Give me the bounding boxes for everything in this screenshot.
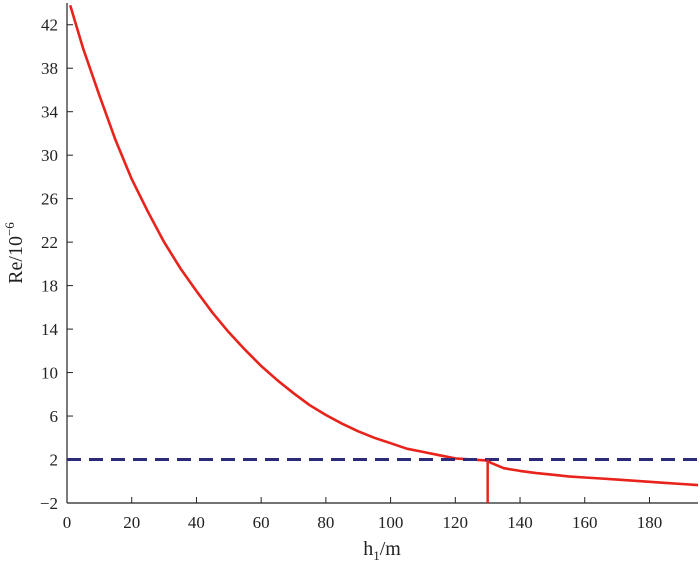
- x-tick-label: 180: [637, 513, 663, 532]
- y-tick-label: 14: [41, 320, 59, 339]
- x-tick-label: 80: [317, 513, 334, 532]
- x-tick-label: 0: [63, 513, 72, 532]
- y-tick-label: 22: [41, 233, 58, 252]
- x-axis: 0 20 40 60 80 100 120 140 160 180: [63, 497, 662, 532]
- y-tick-label: 2: [50, 451, 59, 470]
- series-group: [68, 4, 699, 487]
- plot-frame: [66, 3, 698, 504]
- y-tick-label: 34: [41, 103, 59, 122]
- y-axis-label: Re/10−6: [2, 222, 27, 284]
- x-tick-label: 60: [253, 513, 270, 532]
- y-tick-label: 10: [41, 364, 58, 383]
- x-tick-label: 120: [443, 513, 469, 532]
- x-axis-label-subscript: 1: [373, 548, 380, 563]
- y-tick-label: 6: [50, 407, 59, 426]
- x-tick-label: 160: [572, 513, 598, 532]
- y-tick-label: −2: [40, 494, 58, 513]
- x-tick-label: 140: [507, 513, 533, 532]
- y-tick-label: 30: [41, 146, 58, 165]
- reference-lines: [67, 458, 698, 503]
- y-tick-label: 42: [41, 16, 58, 35]
- y-axis-label-main: Re/10: [5, 236, 27, 284]
- x-tick-label: 20: [123, 513, 140, 532]
- y-axis-label-superscript: −6: [2, 222, 17, 236]
- y-tick-label: 38: [41, 59, 58, 78]
- x-tick-label: 100: [378, 513, 404, 532]
- y-tick-label: 18: [41, 277, 58, 296]
- x-tick-label: 40: [188, 513, 205, 532]
- x-axis-label: h1/m: [363, 538, 401, 563]
- x-axis-label-rest: /m: [380, 538, 402, 560]
- y-tick-label: 26: [41, 190, 58, 209]
- x-axis-label-main: h: [363, 538, 373, 560]
- series-line: [68, 4, 699, 487]
